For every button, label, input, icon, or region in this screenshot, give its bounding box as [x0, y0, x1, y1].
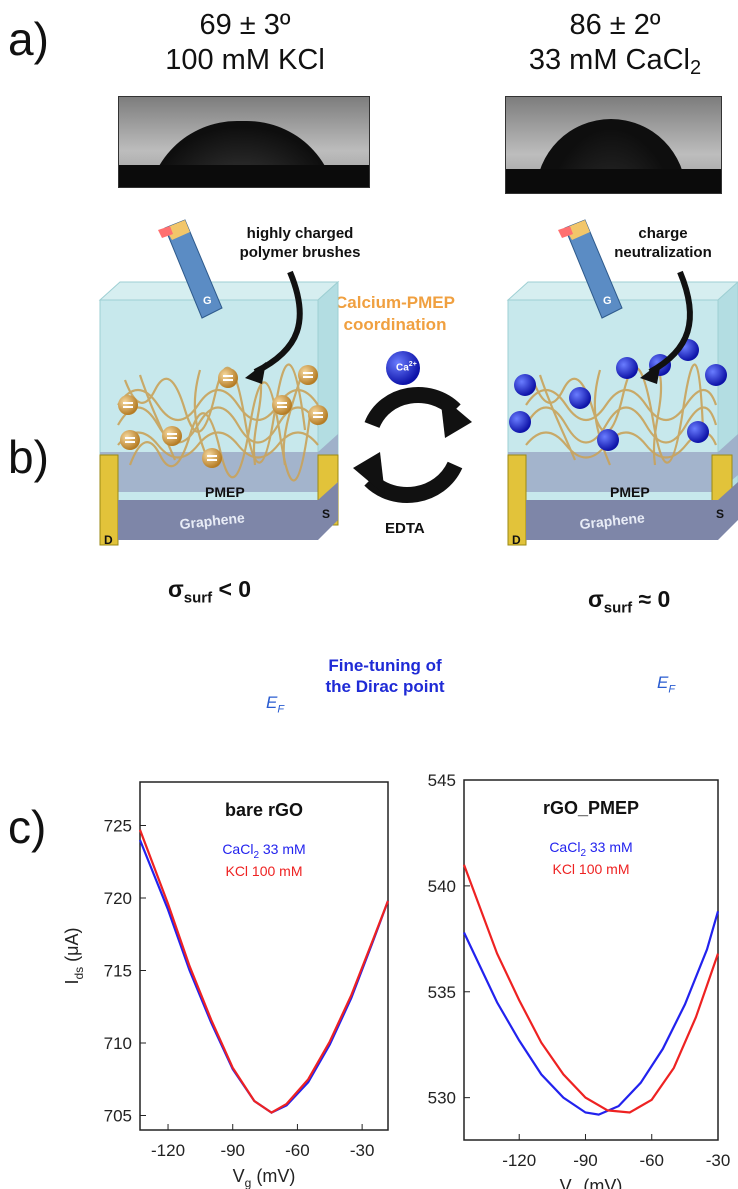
y-tick-label: 715: [104, 962, 132, 981]
y-tick-label: 705: [104, 1107, 132, 1126]
x-tick-label: -120: [151, 1141, 185, 1160]
panel-c-letter: c): [8, 801, 47, 853]
chart-title: rGO_PMEP: [543, 798, 639, 818]
series-line: [462, 864, 720, 1114]
legend-entry: CaCl2 33 mM: [549, 839, 632, 859]
legend-entry: KCl 100 mM: [552, 861, 629, 877]
bare-rgo-chart: -120 -90 -60 -30 705 710 715 720 725 bare rGO CaCl…: [62, 781, 390, 1189]
left-fermi-level-label: EF: [266, 693, 285, 716]
left-gate-letter: G: [203, 295, 212, 307]
x-tick-label: -60: [285, 1141, 310, 1160]
y-tick-label: 710: [104, 1034, 132, 1053]
y-tick-label: 540: [428, 877, 456, 896]
y-tick-label: 725: [104, 817, 132, 836]
x-tick-label: -60: [639, 1151, 664, 1170]
right-surface-charge-label: σsurf ≈ 0: [588, 586, 671, 617]
left-droplet-image: [118, 96, 370, 188]
left-device: [98, 219, 340, 546]
left-drain-label: D: [104, 533, 113, 547]
x-tick-label: -30: [350, 1141, 375, 1160]
right-gate-letter: G: [603, 295, 612, 307]
legend-entry: CaCl2 33 mM: [222, 841, 305, 861]
right-device: [506, 219, 738, 546]
left-annotation: highly charged polymer brushes: [239, 225, 361, 261]
y-tick-label: 535: [428, 983, 456, 1002]
edta-label: EDTA: [385, 520, 425, 537]
left-angle-value: 69 ± 3º: [199, 9, 291, 41]
reversible-cycle-arrows-icon: [353, 387, 472, 503]
device-schematic: G PMEP Graphene D S: [98, 219, 738, 547]
y-tick-label: 530: [428, 1089, 456, 1108]
x-axis-label: Vg (mV): [233, 1166, 296, 1189]
left-pmep-label: PMEP: [205, 484, 245, 500]
right-annotation: charge neutralization: [614, 225, 712, 261]
dirac-finetuning-label: Fine-tuning of the Dirac point: [325, 656, 445, 696]
panel-b-letter: b): [8, 431, 49, 483]
x-tick-label: -120: [502, 1151, 536, 1170]
right-pmep-label: PMEP: [610, 484, 650, 500]
right-contact-angle-caption: 86 ± 2º 33 mM CaCl2: [490, 8, 738, 86]
right-fermi-level-label: EF: [657, 673, 676, 696]
right-angle-value: 86 ± 2º: [569, 9, 661, 41]
calcium-coordination-label: Calcium-PMEP coordination: [335, 293, 455, 334]
x-axis-label: Vg (mV): [560, 1176, 623, 1189]
y-tick-label: 545: [428, 771, 456, 790]
legend-entry: KCl 100 mM: [225, 863, 302, 879]
iv-charts: -120 -90 -60 -30 705 710 715 720 725 bare rGO CaCl…: [62, 771, 731, 1189]
series-line: [138, 839, 390, 1114]
right-droplet-image: [505, 96, 722, 194]
left-contact-angle-caption: 69 ± 3º 100 mM KCl: [120, 8, 370, 78]
left-graphene-label: Graphene: [179, 509, 246, 532]
right-source-label: S: [716, 507, 724, 521]
chart-title: bare rGO: [225, 800, 303, 820]
right-drain-label: D: [512, 533, 521, 547]
rgo-pmep-chart: -120 -90 -60 -30 530 535 540 545 rGO_PMEP CaCl2 3…: [428, 771, 731, 1189]
x-tick-label: -90: [220, 1141, 245, 1160]
series-line: [463, 910, 720, 1116]
x-tick-label: -90: [573, 1151, 598, 1170]
right-graphene-label: Graphene: [579, 509, 646, 532]
right-solution-label: 33 mM CaCl2: [528, 44, 702, 79]
series-line: [138, 829, 390, 1114]
calcium-ion-label: Ca2+: [396, 361, 417, 374]
plot-frame: [139, 781, 389, 1131]
left-solution-label: 100 mM KCl: [165, 44, 325, 76]
y-tick-label: 720: [104, 889, 132, 908]
panel-a-letter: a): [8, 13, 49, 65]
left-surface-charge-label: σsurf < 0: [168, 576, 252, 607]
left-source-label: S: [322, 507, 330, 521]
y-axis-label: Ids (μA): [62, 927, 86, 984]
plot-frame: [463, 779, 719, 1141]
x-tick-label: -30: [706, 1151, 731, 1170]
calcium-ion-icon: [386, 351, 420, 385]
